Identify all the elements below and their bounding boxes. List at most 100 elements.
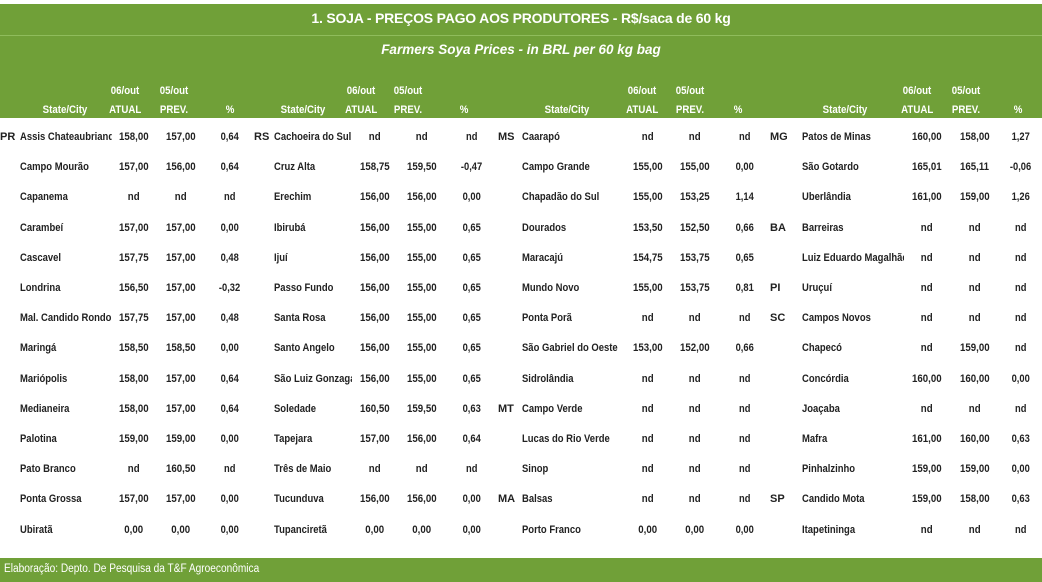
state-code (0, 213, 20, 243)
price-previous: 153,75 (670, 243, 720, 273)
price-current: 158,00 (112, 122, 156, 152)
state-code (254, 333, 274, 363)
state-code (0, 333, 20, 363)
price-current: 159,00 (112, 424, 156, 454)
city-name: São Gabriel do Oeste (522, 333, 626, 363)
price-value: 157,00 (166, 131, 196, 144)
title-divider (0, 35, 1042, 36)
price-value: 155,00 (633, 191, 663, 204)
pct-change: 0,00 (720, 152, 770, 182)
pct-value: 0,00 (1011, 372, 1031, 385)
pct-change: 0,65 (446, 243, 498, 273)
price-value: 153,50 (633, 221, 663, 234)
state-code (0, 514, 20, 544)
pct-change: 0,00 (446, 484, 498, 514)
pct-change: 0,65 (446, 303, 498, 333)
city-name: Santa Rosa (274, 303, 352, 333)
state-code: MS (498, 131, 515, 144)
state-code (0, 182, 20, 212)
city-label: Erechim (274, 191, 312, 204)
price-current: 161,00 (904, 182, 950, 212)
price-previous: 153,25 (670, 182, 720, 212)
city-name: Chapecó (802, 333, 904, 363)
pct-change: 0,66 (720, 333, 770, 363)
city-name: Candido Mota (802, 484, 904, 514)
city-name: Ibirubá (274, 213, 352, 243)
price-value: 155,00 (407, 312, 437, 325)
pct-value: 0,63 (462, 402, 482, 415)
table-row: Carambeí 157,00 157,00 0,00 Ibirubá 156,00 155… (0, 213, 1042, 243)
col-state-city: State/City (280, 104, 326, 116)
pct-value: 0,64 (220, 131, 240, 144)
price-value: nd (689, 493, 701, 506)
table-row: Campo Mourão 157,00 156,00 0,64 Cruz Alta 158… (0, 152, 1042, 182)
city-label: Campo Grande (522, 161, 590, 174)
pct-value: 0,63 (1011, 493, 1031, 506)
price-previous: 155,00 (398, 243, 446, 273)
city-label: Soledade (274, 402, 317, 415)
city-name: Campos Novos (802, 303, 904, 333)
price-current: 0,00 (112, 514, 156, 544)
city-label: Uberlândia (802, 191, 851, 204)
city-label: Ibirubá (274, 221, 306, 234)
city-label: Mafra (802, 432, 828, 445)
price-current: 160,00 (904, 122, 950, 152)
city-name: Palotina (20, 424, 112, 454)
col-date-current: 06/out (346, 85, 376, 97)
city-label: Candido Mota (802, 493, 865, 506)
price-value: 159,00 (912, 463, 942, 476)
price-previous: 157,00 (156, 243, 206, 273)
city-label: Medianeira (20, 402, 70, 415)
price-current: 156,00 (352, 213, 398, 243)
pct-change: 0,48 (206, 303, 254, 333)
price-current: 158,75 (352, 152, 398, 182)
pct-value: 0,81 (735, 282, 755, 295)
city-name: Santo Angelo (274, 333, 352, 363)
price-value: 155,00 (407, 372, 437, 385)
price-previous: 157,00 (156, 213, 206, 243)
pct-change: nd (1000, 333, 1042, 363)
pct-change: 1,14 (720, 182, 770, 212)
price-value: 156,00 (407, 432, 437, 445)
city-name: Chapadão do Sul (522, 182, 626, 212)
city-label: Ubiratã (20, 523, 53, 536)
pct-change: 0,65 (446, 364, 498, 394)
price-value: 0,00 (638, 523, 658, 536)
price-previous: 152,50 (670, 213, 720, 243)
pct-value: nd (1015, 221, 1027, 234)
city-name: Passo Fundo (274, 273, 352, 303)
price-current: 157,00 (112, 152, 156, 182)
city-name: Cascavel (20, 243, 112, 273)
price-previous: 158,00 (950, 484, 1000, 514)
price-value: 157,00 (119, 161, 149, 174)
pct-change: 0,00 (206, 514, 254, 544)
price-previous: 159,00 (950, 182, 1000, 212)
city-label: Patos de Minas (802, 131, 871, 144)
pct-change: 0,65 (446, 213, 498, 243)
pct-value: 0,65 (462, 251, 482, 264)
price-previous: 157,00 (156, 303, 206, 333)
table-row: Pato Branco nd 160,50 nd Três de Maio nd nd nd S… (0, 454, 1042, 484)
price-value: nd (642, 463, 654, 476)
state-code: SP (770, 493, 785, 506)
price-value: 156,00 (407, 493, 437, 506)
price-value: 159,50 (407, 161, 437, 174)
price-value: nd (969, 221, 981, 234)
price-current: 155,00 (626, 182, 670, 212)
pct-change: 0,00 (206, 213, 254, 243)
pct-value: 0,65 (462, 372, 482, 385)
price-value: nd (689, 432, 701, 445)
footer-credit: Elaboração: Depto. De Pesquisa da T&F Ag… (4, 563, 260, 575)
price-previous: nd (670, 484, 720, 514)
price-current: 156,00 (352, 243, 398, 273)
state-code (498, 454, 522, 484)
pct-value: nd (1015, 402, 1027, 415)
pct-value: nd (739, 372, 751, 385)
col-date-current: 06/out (627, 85, 657, 97)
pct-change: nd (1000, 303, 1042, 333)
price-current: 159,00 (904, 454, 950, 484)
pct-change: nd (446, 122, 498, 152)
col-prev: PREV. (393, 104, 423, 116)
city-label: Ponta Porã (522, 312, 572, 325)
table-row: Ubiratã 0,00 0,00 0,00 Tupanciretã 0,00 0,00 0,… (0, 514, 1042, 544)
